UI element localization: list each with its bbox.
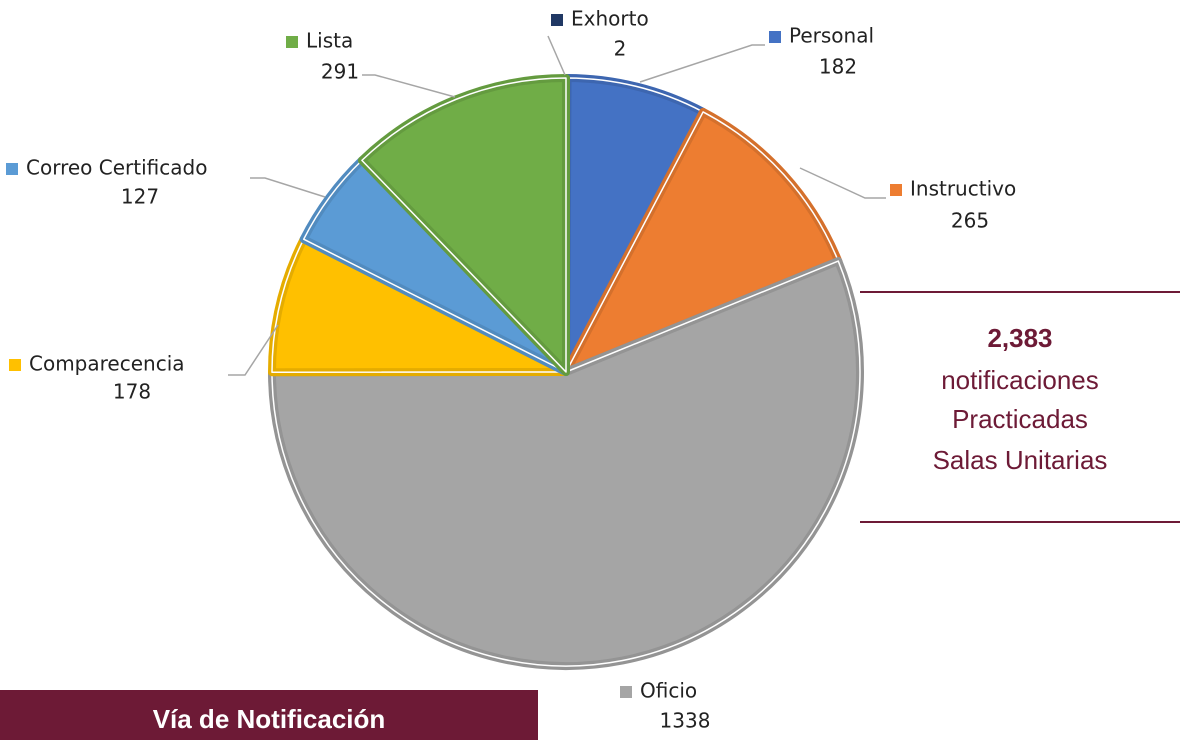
slice-value: 178	[113, 380, 151, 404]
leader-line	[799, 167, 886, 199]
leader-line	[547, 35, 566, 76]
slice-label: Correo Certificado	[26, 156, 207, 180]
legend-swatch	[890, 184, 902, 196]
annotation-text: Practicadas	[952, 404, 1088, 434]
slice-edge	[565, 77, 704, 373]
slice-label: Comparecencia	[29, 352, 185, 376]
annotation-text: notificaciones	[941, 365, 1099, 395]
slice-edge	[271, 260, 861, 667]
slice-value: 291	[321, 60, 359, 84]
slice-edge	[565, 111, 840, 373]
annotation-text: Salas Unitarias	[933, 445, 1108, 475]
legend-swatch	[286, 36, 298, 48]
slice-value: 1338	[660, 709, 711, 733]
legend-swatch	[9, 359, 21, 371]
slice-label: Instructivo	[910, 177, 1016, 201]
slice-label: Lista	[306, 29, 353, 53]
legend-swatch	[620, 686, 632, 698]
leader-line	[228, 324, 279, 376]
slice-value: 265	[951, 209, 989, 233]
slice-label: Personal	[789, 24, 874, 48]
slice-label: Oficio	[640, 679, 697, 703]
slice-value: 182	[819, 55, 857, 79]
legend-swatch	[551, 14, 563, 26]
annotation-total: 2,383	[987, 323, 1052, 353]
title-box	[0, 690, 538, 740]
slice-value: 2	[614, 37, 627, 61]
chart-title: Vía de Notificación	[153, 704, 386, 734]
legend-swatch	[769, 31, 781, 43]
slice-value: 127	[121, 185, 159, 209]
slice-edge	[361, 77, 567, 373]
slice-label: Exhorto	[571, 7, 649, 31]
leader-line	[250, 177, 326, 198]
legend-swatch	[6, 163, 18, 175]
leader-line	[639, 44, 765, 83]
slice-edge	[271, 238, 567, 373]
leader-line	[362, 74, 456, 98]
